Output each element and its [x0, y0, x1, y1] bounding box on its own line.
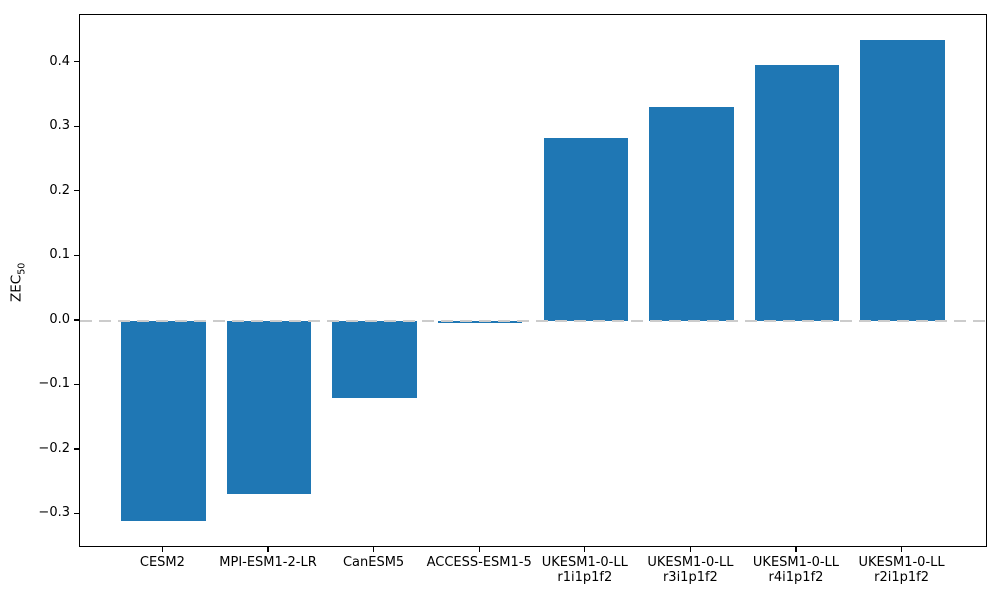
- x-tick-label-CanESM5: CanESM5: [342, 555, 405, 570]
- y-tick-label: 0.1: [49, 247, 70, 263]
- bar-MPI-ESM1-2-LR: [226, 320, 312, 494]
- x-tick-mark: [267, 546, 269, 552]
- x-tick-label-MPI-ESM1-2-LR: MPI-ESM1-2-LR: [219, 555, 317, 570]
- x-tick-mark: [161, 546, 164, 552]
- y-tick-label: 0.3: [49, 118, 70, 134]
- bar-CESM2: [121, 320, 206, 521]
- bar-UKESM1-0-LL-r3i1p1f2: [649, 106, 734, 321]
- y-tick-label: 0.2: [49, 182, 70, 198]
- bar-UKESM1-0-LL-r1i1p1f2: [543, 137, 629, 321]
- y-tick-label: −0.2: [38, 440, 70, 456]
- zero-dashed-line: [80, 320, 986, 323]
- y-tick-mark: [74, 512, 79, 515]
- x-tick-mark: [900, 546, 903, 552]
- y-tick-label: −0.3: [38, 505, 70, 521]
- plot-area: [79, 14, 987, 547]
- bar-UKESM1-0-LL-r2i1p1f2: [860, 39, 945, 321]
- y-tick-mark: [74, 190, 79, 192]
- y-tick-label: −0.1: [38, 376, 70, 392]
- y-tick-mark: [74, 383, 79, 386]
- y-tick-label: 0.4: [49, 53, 70, 69]
- x-tick-label-ACCESS-ESM1-5: ACCESS-ESM1-5: [426, 555, 532, 570]
- bar-UKESM1-0-LL-r4i1p1f2: [754, 64, 840, 321]
- x-tick-mark: [372, 546, 375, 552]
- x-tick-mark: [478, 546, 480, 552]
- x-tick-mark: [795, 546, 797, 552]
- x-tick-label-UKESM1-0-LL-r4i1p1f2: UKESM1-0-LL r4i1p1f2: [752, 555, 840, 585]
- x-tick-mark: [689, 546, 692, 552]
- x-tick-label-UKESM1-0-LL-r2i1p1f2: UKESM1-0-LL r2i1p1f2: [858, 555, 945, 585]
- x-tick-label-CESM2: CESM2: [139, 555, 185, 570]
- y-tick-mark: [74, 125, 79, 127]
- y-tick-mark: [74, 254, 79, 256]
- x-tick-label-UKESM1-0-LL-r3i1p1f2: UKESM1-0-LL r3i1p1f2: [647, 555, 734, 585]
- y-axis-label-text: ZEC: [8, 274, 25, 302]
- y-axis-label-subscript: 50: [16, 262, 28, 275]
- y-tick-label: 0.0: [49, 311, 70, 327]
- bar-CanESM5: [332, 320, 417, 398]
- x-tick-mark: [584, 546, 586, 552]
- y-tick-mark: [74, 448, 79, 450]
- y-tick-mark: [74, 319, 79, 321]
- x-tick-label-UKESM1-0-LL-r1i1p1f2: UKESM1-0-LL r1i1p1f2: [541, 555, 628, 585]
- y-tick-mark: [74, 61, 79, 63]
